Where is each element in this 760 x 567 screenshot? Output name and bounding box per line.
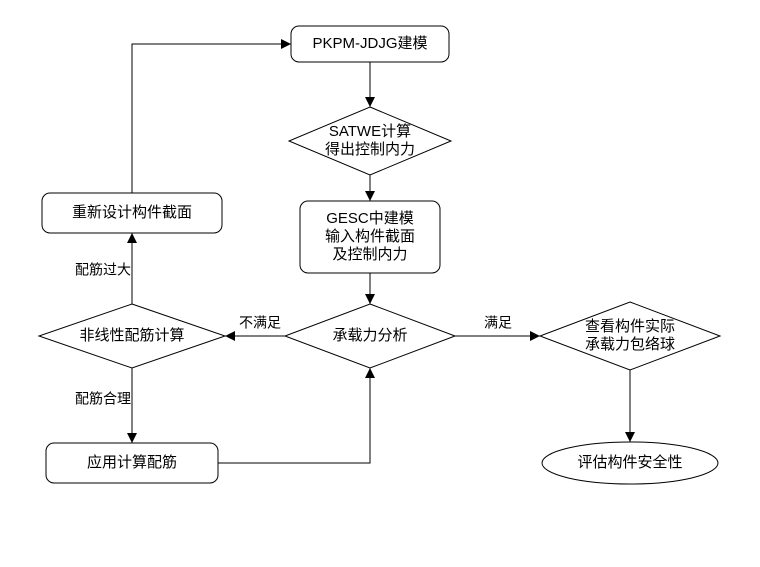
node-n4: 承载力分析	[285, 304, 455, 368]
node-n6-text: 承载力包络球	[585, 336, 675, 353]
flowchart-canvas: PKPM-JDJG建模 SATWE计算得出控制内力 GESC中建模输入构件截面及控制…	[0, 0, 760, 567]
node-n3-text: GESC中建模	[326, 210, 414, 227]
node-n6: 查看构件实际承载力包络球	[540, 302, 720, 370]
node-n6-text: 查看构件实际	[585, 318, 675, 335]
node-n2-text: SATWE计算	[329, 122, 411, 140]
node-n7-text: 重新设计构件截面	[72, 204, 192, 221]
node-n8-text: 应用计算配筋	[87, 453, 177, 471]
node-n2: SATWE计算得出控制内力	[289, 107, 451, 175]
node-n3: GESC中建模输入构件截面及控制内力	[300, 201, 440, 273]
node-n1: PKPM-JDJG建模	[291, 26, 449, 62]
node-n3-text: 输入构件截面	[325, 228, 415, 245]
node-n5: 非线性配筋计算	[39, 304, 225, 368]
node-n3-text: 及控制内力	[332, 246, 407, 263]
node-n9: 评估构件安全性	[542, 442, 718, 484]
node-n9-text: 评估构件安全性	[577, 453, 682, 471]
node-n1-text: PKPM-JDJG建模	[312, 35, 427, 52]
node-n5-text: 非线性配筋计算	[79, 326, 184, 344]
edge-e7	[132, 44, 291, 193]
edge-e9	[218, 368, 370, 463]
node-n8: 应用计算配筋	[46, 443, 218, 483]
node-n4-text: 承载力分析	[332, 327, 407, 344]
edge-e5-label: 满足	[484, 315, 512, 331]
edge-e6-label: 配筋过大	[75, 262, 131, 278]
edge-e4-label: 不满足	[239, 315, 281, 331]
edge-e8-label: 配筋合理	[75, 391, 131, 407]
node-n7: 重新设计构件截面	[42, 193, 222, 233]
node-n2-text: 得出控制内力	[325, 141, 415, 158]
